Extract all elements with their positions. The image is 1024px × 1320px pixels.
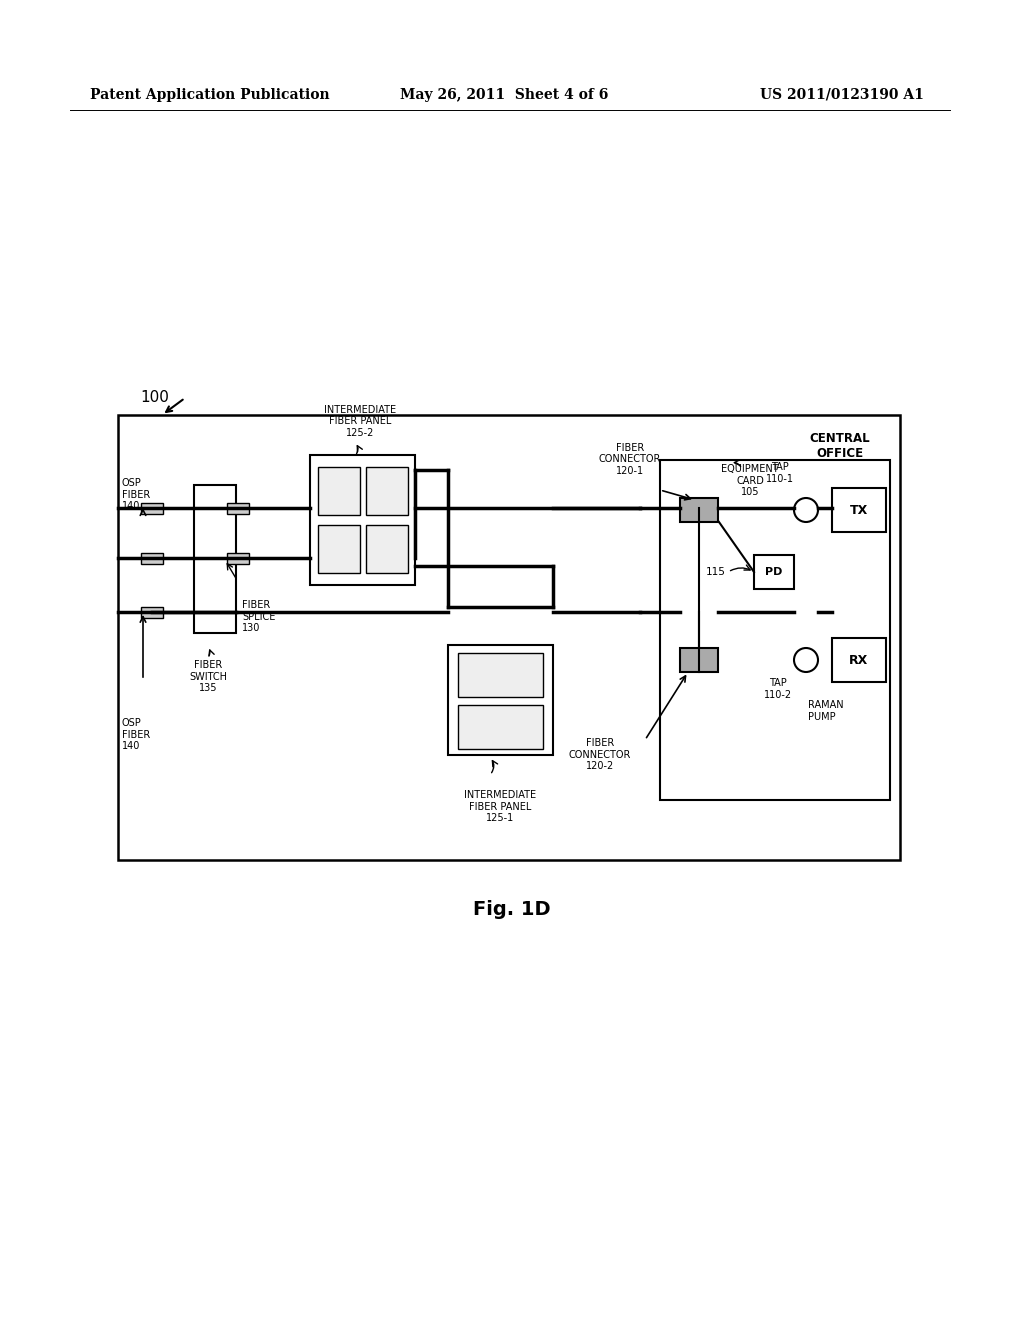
Bar [194,484,236,634]
Text: TAP
110-2: TAP 110-2 [764,678,792,700]
Circle shape [794,648,818,672]
Bar [141,553,163,564]
Bar [141,503,163,513]
Text: RAMAN
PUMP: RAMAN PUMP [808,700,844,722]
Text: Patent Application Publication: Patent Application Publication [90,88,330,102]
Bar [680,648,718,672]
Bar [118,414,900,861]
Text: Fig. 1D: Fig. 1D [473,900,551,919]
Bar [458,705,543,748]
Text: US 2011/0123190 A1: US 2011/0123190 A1 [760,88,924,102]
Bar [227,553,249,564]
Text: TX: TX [850,503,868,516]
Text: 115: 115 [707,568,726,577]
Bar [680,498,718,521]
Bar [366,467,408,515]
Bar [366,525,408,573]
Bar [310,455,415,585]
Text: INTERMEDIATE
FIBER PANEL
125-2: INTERMEDIATE FIBER PANEL 125-2 [324,405,396,438]
Text: OSP
FIBER
140: OSP FIBER 140 [122,718,151,751]
Text: EQUIPMENT
CARD
105: EQUIPMENT CARD 105 [721,465,779,498]
Circle shape [794,498,818,521]
Bar [754,554,794,589]
Bar [449,645,553,755]
Bar [318,525,360,573]
Bar [458,653,543,697]
Bar [227,503,249,513]
Bar [831,638,886,682]
Text: INTERMEDIATE
FIBER PANEL
125-1: INTERMEDIATE FIBER PANEL 125-1 [464,789,536,824]
Text: PD: PD [765,568,782,577]
Bar [141,606,163,618]
Text: FIBER
CONNECTOR
120-2: FIBER CONNECTOR 120-2 [568,738,631,771]
Text: FIBER
CONNECTOR
120-1: FIBER CONNECTOR 120-1 [599,442,662,477]
Text: CENTRAL
OFFICE: CENTRAL OFFICE [810,432,870,459]
Text: RX: RX [849,653,868,667]
Text: FIBER
SWITCH
135: FIBER SWITCH 135 [189,660,227,693]
Bar [318,467,360,515]
Bar [831,488,886,532]
Text: 100: 100 [140,391,169,405]
Text: TAP
110-1: TAP 110-1 [766,462,794,484]
Bar [660,459,890,800]
Text: FIBER
SPLICE
130: FIBER SPLICE 130 [242,601,275,634]
Text: May 26, 2011  Sheet 4 of 6: May 26, 2011 Sheet 4 of 6 [400,88,608,102]
Text: OSP
FIBER
140: OSP FIBER 140 [122,478,151,511]
